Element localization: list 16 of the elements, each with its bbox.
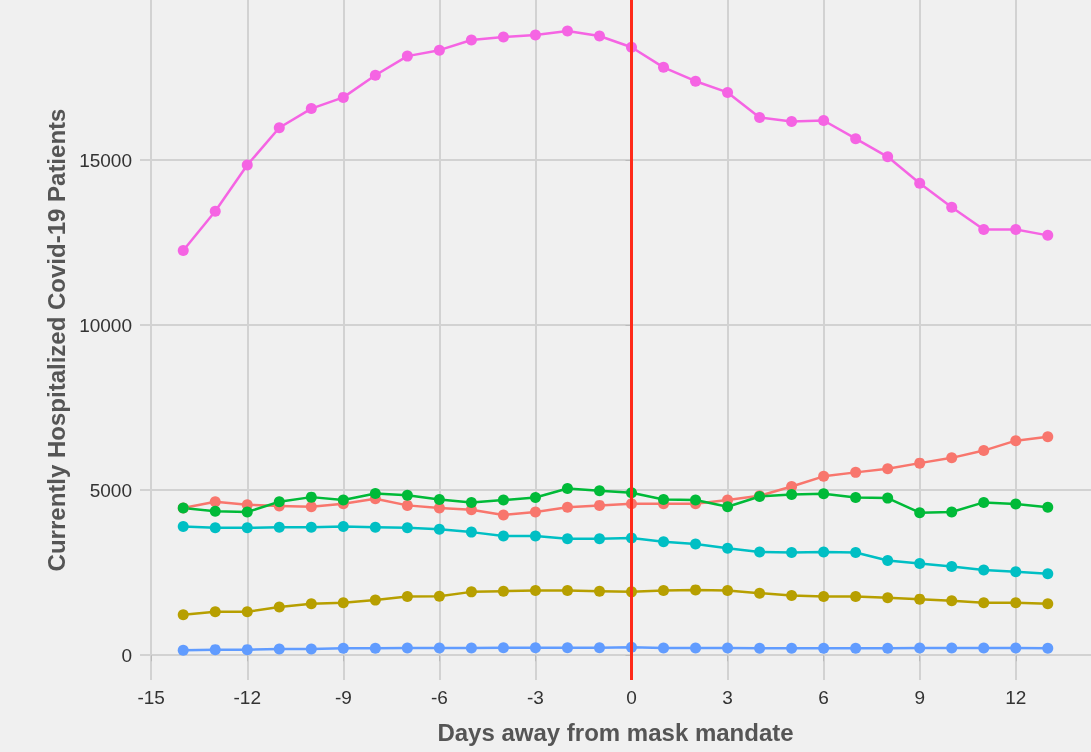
x-tick-label: -9 [334,687,352,708]
x-axis-title: Days away from mask mandate [437,718,794,746]
x-tick-label: -3 [527,687,544,708]
x-tick-label: 6 [818,687,829,708]
y-axis-title: Currently Hospitalized Covid-19 Patients [42,108,70,572]
x-tick-label: -12 [233,687,261,708]
y-tick-label: 5000 [89,479,132,501]
x-tick-label: 12 [1005,687,1027,708]
x-tick-label: 9 [914,687,925,708]
x-tick-label: -6 [430,687,448,708]
y-tick-label: 0 [121,644,132,666]
x-tick-label: -15 [137,687,165,708]
x-tick-label: 0 [626,687,637,708]
y-tick-label: 10000 [79,314,132,336]
y-tick-label: 15000 [79,149,132,171]
x-tick-label: 3 [722,687,733,708]
